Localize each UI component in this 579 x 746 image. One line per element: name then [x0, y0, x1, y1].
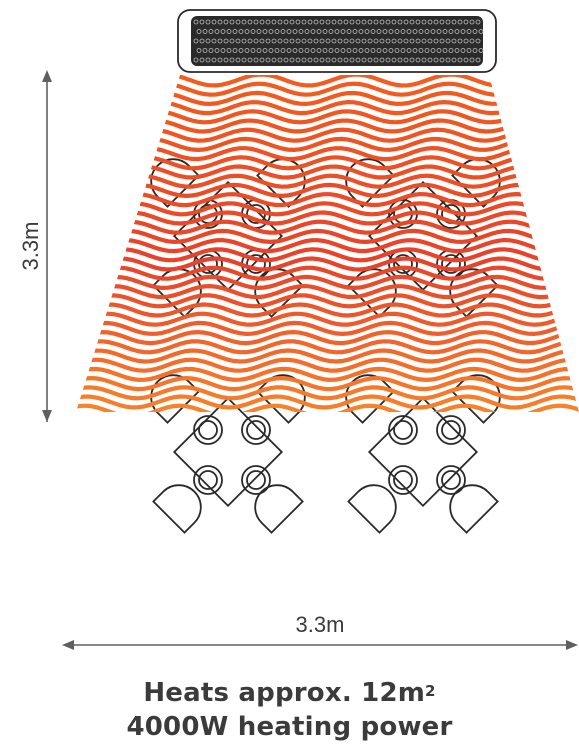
heat-wave — [76, 357, 579, 373]
heat-wave — [76, 329, 579, 346]
stool-icon — [241, 415, 271, 445]
heat-wave — [76, 293, 579, 309]
power-caption: 4000W heating power — [126, 712, 453, 742]
arrow-left-icon — [62, 640, 74, 650]
heat-wave — [76, 320, 579, 337]
arrow-up-icon — [42, 70, 52, 82]
heat-wave — [76, 366, 579, 383]
heat-wave — [76, 75, 579, 88]
stool-icon — [241, 465, 271, 495]
heat-wave — [76, 201, 579, 217]
stool-icon — [193, 415, 223, 445]
heat-wave — [76, 182, 579, 199]
heat-wave — [60, 452, 579, 463]
heat-wave — [76, 228, 579, 245]
heat-wave — [60, 433, 579, 444]
chair-icon — [152, 484, 202, 534]
heat-wave — [60, 479, 579, 490]
heat-wave — [76, 311, 579, 327]
heat-wave — [76, 237, 579, 254]
heat-wave — [76, 302, 579, 318]
heat-wave — [76, 385, 579, 401]
heat-wave — [76, 210, 579, 226]
heat-wave — [60, 424, 579, 435]
heat-wave — [76, 348, 579, 364]
chair-icon — [347, 484, 397, 534]
height-dimension: 3.3m — [18, 70, 52, 422]
heat-wave — [60, 415, 579, 426]
width-label: 3.3m — [296, 612, 345, 637]
heat-wave — [76, 256, 579, 272]
heat-wave-lines — [60, 75, 579, 490]
heat-wave — [60, 470, 579, 481]
arrow-down-icon — [42, 410, 52, 422]
heat-wave — [76, 375, 579, 392]
stool-icon — [193, 465, 223, 495]
heat-wave — [60, 443, 579, 454]
chair-icon — [449, 268, 499, 318]
stool-icon — [388, 415, 418, 445]
heat-wave — [76, 283, 579, 300]
coverage-caption: Heats approx. 12m2 — [0, 676, 579, 710]
chair-icon — [254, 484, 304, 534]
stool-icon — [436, 465, 466, 495]
height-label: 3.3m — [18, 222, 43, 271]
heat-wave — [76, 145, 579, 162]
stool-icon — [388, 465, 418, 495]
heat-wave — [60, 461, 579, 472]
heat-wave — [76, 191, 579, 208]
heat-wave — [76, 109, 579, 125]
arrow-right-icon — [566, 640, 578, 650]
coverage-text: Heats approx. 12m — [143, 678, 426, 708]
heater-grille — [193, 19, 484, 63]
heat-wave — [76, 99, 579, 116]
coverage-superscript: 2 — [425, 682, 436, 700]
chair-icon — [150, 158, 200, 208]
chair-icon — [449, 484, 499, 534]
heat-wave — [76, 339, 579, 355]
heat-wave — [76, 136, 579, 153]
heat-wave — [76, 247, 579, 263]
heat-wave — [76, 394, 579, 410]
width-dimension: 3.3m — [62, 612, 578, 650]
heat-wave — [76, 265, 579, 281]
heat-wave — [76, 219, 579, 235]
stool-icon — [436, 415, 466, 445]
heat-wave — [76, 274, 579, 291]
patio-heater-icon — [177, 9, 497, 73]
